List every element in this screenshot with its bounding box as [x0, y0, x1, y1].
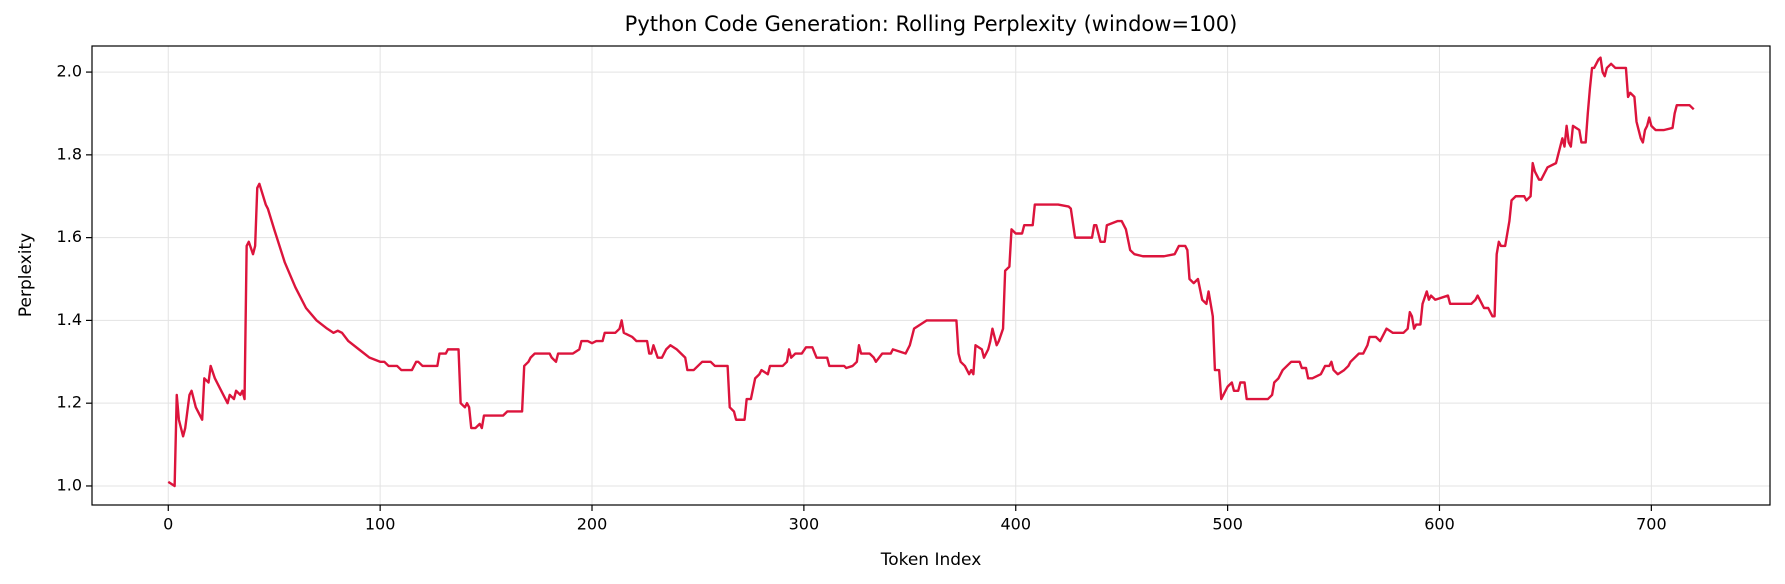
x-tick-label: 400	[1000, 515, 1031, 534]
y-tick-label: 1.4	[57, 310, 82, 329]
y-axis-label: Perplexity	[16, 233, 36, 317]
x-tick-label: 100	[365, 515, 396, 534]
x-tick-label: 500	[1212, 515, 1243, 534]
y-tick-label: 1.8	[57, 144, 82, 163]
y-tick-label: 1.2	[57, 393, 82, 412]
y-tick-label: 2.0	[57, 62, 82, 81]
data-line	[167, 56, 1695, 488]
x-tick-label: 200	[577, 515, 608, 534]
chart-title: Python Code Generation: Rolling Perplexi…	[625, 12, 1238, 36]
plot-frame	[91, 45, 1771, 506]
x-axis-label: Token Index	[880, 550, 982, 570]
x-tick-label: 0	[163, 515, 173, 534]
y-tick-label: 1.0	[57, 475, 82, 494]
x-tick-label: 600	[1424, 515, 1455, 534]
x-tick-label: 300	[789, 515, 820, 534]
y-tick-label: 1.6	[57, 227, 82, 246]
x-tick-label: 700	[1636, 515, 1667, 534]
